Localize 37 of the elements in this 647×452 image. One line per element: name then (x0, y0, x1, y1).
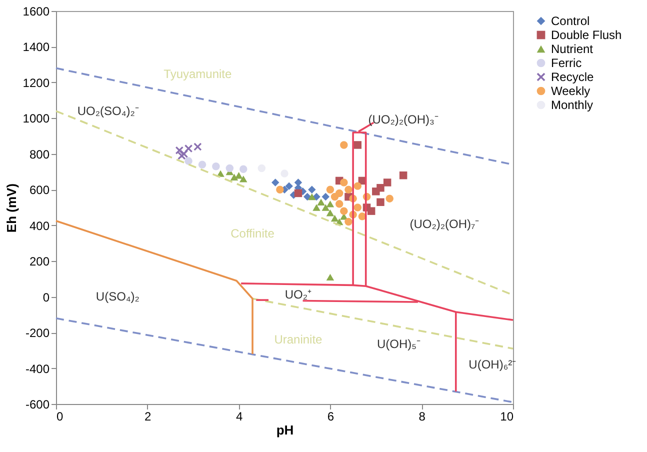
x-tick-label: 8 (418, 410, 426, 424)
y-tick-label: 1400 (22, 40, 50, 54)
legend-label: Nutrient (551, 42, 594, 56)
legend-label: Monthly (551, 98, 594, 112)
y-tick-label: 0 (42, 290, 50, 304)
annotation: (UO₂)₂(OH)₇⁻ (410, 217, 480, 232)
y-tick-label: -200 (25, 326, 50, 340)
y-tick-label: 400 (29, 218, 50, 233)
annotation: (UO₂)₂(OH)₃⁻ (368, 112, 438, 126)
annotation: U(OH)₆²⁻ (468, 358, 516, 372)
annotation: Tyuyamunite (164, 66, 232, 81)
x-axis-title: pH (276, 422, 294, 438)
x-tick-label: 10 (500, 410, 514, 424)
y-tick-label: 600 (29, 183, 50, 198)
y-tick-label: 1600 (22, 4, 50, 18)
annotation: U(SO₄)₂ (96, 290, 140, 304)
legend-label: Control (551, 14, 590, 28)
annotation: Uraninite (274, 332, 323, 347)
annotation: U(OH)₅⁻ (377, 336, 420, 351)
y-tick-label: -600 (25, 398, 50, 412)
annotation: UO₂(SO₄)₂⁻ (77, 104, 139, 118)
x-tick-label: 6 (327, 410, 334, 424)
y-axis-title: Eh (mV) (4, 183, 19, 233)
y-tick-label: 1200 (22, 76, 50, 90)
x-tick-label: 2 (144, 410, 152, 424)
annotation: Coffinite (230, 226, 275, 240)
legend-label: Ferric (551, 56, 582, 70)
legend-label: Weekly (551, 84, 590, 98)
legend-label: Recycle (551, 70, 594, 84)
y-tick-label: 1000 (22, 112, 50, 126)
y-tick-label: -400 (25, 362, 50, 376)
y-tick-label: 200 (29, 254, 50, 269)
x-tick-label: 0 (56, 410, 64, 424)
annotation: UO₂⁺ (284, 288, 312, 302)
legend-label: Double Flush (551, 28, 622, 42)
x-tick-label: 4 (236, 410, 243, 424)
y-tick-label: 800 (29, 147, 50, 162)
